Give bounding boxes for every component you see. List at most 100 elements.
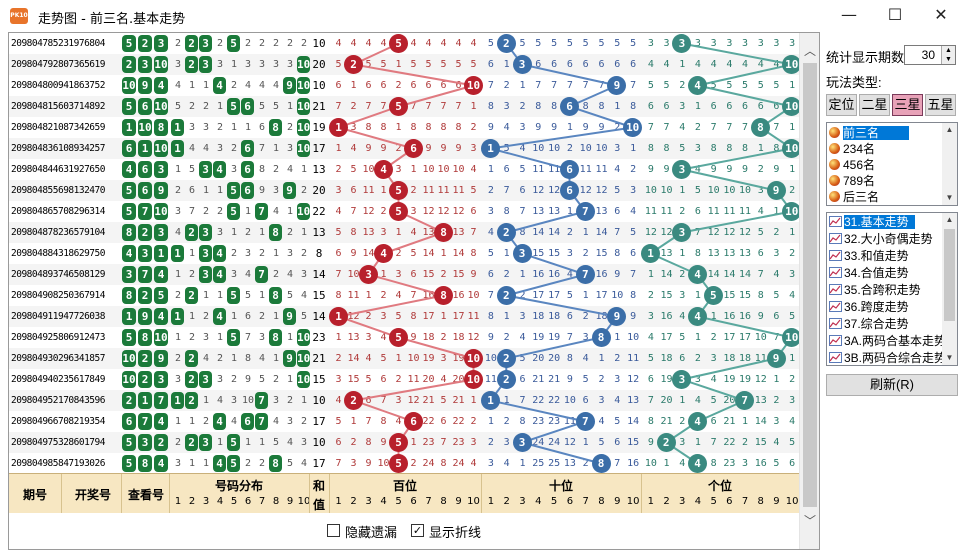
dist-miss: 1 <box>286 374 294 385</box>
position-item[interactable]: 234名 <box>829 141 941 158</box>
table-row[interactable]: 209804930296341857 10 2 9 2 2 4 2 1 8 4 1 9 10 21 2 14 4 5… <box>9 348 799 369</box>
hundreds-miss: 3 <box>395 395 402 406</box>
units-miss: 4 <box>647 59 654 70</box>
table-row[interactable]: 209804785231976804 5 2 3 2 2 3 2 5 2 2 2 2 2 10 4 4 4 4 5 4 4… <box>9 33 799 54</box>
units-miss: 3 <box>757 38 764 49</box>
hundreds-miss: 14 <box>347 353 360 364</box>
hundreds-miss: 8 <box>470 248 477 259</box>
minimize-button[interactable]: — <box>841 5 857 24</box>
hundreds-miss: 2 <box>395 248 402 259</box>
chart-type-item[interactable]: 36.跨度走势 <box>829 299 944 316</box>
hundreds-miss: 19 <box>422 353 435 364</box>
dist-hit: 10 <box>297 350 311 367</box>
hundreds-miss: 7 <box>425 101 432 112</box>
vertical-scrollbar[interactable]: ︿ ﹀ <box>799 33 819 549</box>
chart-type-list[interactable]: 31.基本走势 32.大小奇偶走势 33.和值走势 34.合值走势 35.合跨积走势 36… <box>826 212 958 366</box>
mode-button-1[interactable]: 二星 <box>859 94 890 116</box>
dist-miss: 1 <box>188 80 196 91</box>
scroll-up-icon[interactable]: ︿ <box>803 44 816 58</box>
chart-type-item[interactable]: 34.合值走势 <box>829 265 944 282</box>
mode-button-2[interactable]: 三星 <box>892 94 923 116</box>
chart-list-scrollbar[interactable]: ▲ ▼ <box>942 213 957 365</box>
tens-miss: 7 <box>487 290 494 301</box>
position-item[interactable]: 456名 <box>829 157 941 174</box>
position-item[interactable]: 前三名 <box>829 125 941 142</box>
scroll-down-icon[interactable]: ﹀ <box>803 514 816 528</box>
table-row[interactable]: 209804911947726038 1 9 4 1 1 2 4 1 6 2 1 9 5 14 1 12 2 3 5 8… <box>9 306 799 327</box>
spin-up-icon[interactable]: ▲ <box>941 46 955 55</box>
table-row[interactable]: 209804800941863752 10 9 4 4 1 1 4 2 4 4 4 9 10 10 6 1 6 6 2… <box>9 75 799 96</box>
table-row[interactable]: 209804952170843596 2 1 7 1 2 1 4 3 10 7 3 2 1 10 4 2 6 7 3 1… <box>9 390 799 411</box>
header-col-number: 8 <box>598 496 605 507</box>
dist-hit: 9 <box>283 77 296 94</box>
show-line-label: 显示折线 <box>429 526 482 541</box>
chart-type-item[interactable]: 37.综合走势 <box>829 316 944 333</box>
hide-missing-checkbox[interactable] <box>327 524 340 537</box>
close-button[interactable]: ✕ <box>934 5 948 24</box>
table-row[interactable]: 209804966708219354 6 7 4 1 1 2 4 4 6 7 4 3 2 17 5 1 7 8 4 6 2… <box>9 411 799 432</box>
table-row[interactable]: 209804884318629750 4 3 1 1 1 3 4 2 3 2 1 3 2 8 6 9 14 4 2 5 1… <box>9 243 799 264</box>
table-row[interactable]: 209804940235617849 10 2 3 3 2 3 3 2 9 5 2 1 10 15 3 15 5 6… <box>9 369 799 390</box>
chart-type-item[interactable]: 3A.两码合基本走势 <box>829 333 944 350</box>
chart-type-item[interactable]: 3B.两码合综合走势 <box>829 350 944 367</box>
table-row[interactable]: 209804908250367914 8 2 5 2 2 1 1 5 5 1 8 5 4 15 8 11 1 2 4 7… <box>9 285 799 306</box>
view-number: 5 <box>122 455 136 472</box>
table-row[interactable]: 209804792807365619 2 3 10 3 2 3 3 1 3 3 3 3 10 20 5 2 5 5 1… <box>9 54 799 75</box>
header-col-number: 5 <box>550 496 558 507</box>
position-item[interactable]: 789名 <box>829 173 941 190</box>
hundreds-miss: 5 <box>380 59 387 70</box>
scroll-thumb[interactable] <box>803 63 817 507</box>
hundreds-miss: 1 <box>440 311 447 322</box>
units-miss: 10 <box>723 185 736 196</box>
mode-button-0[interactable]: 定位 <box>826 94 857 116</box>
chart-type-item[interactable]: 31.基本走势 <box>829 214 944 231</box>
period-count-value[interactable]: 30 <box>921 48 935 62</box>
trend-grid[interactable]: 209804785231976804 5 2 3 2 2 3 2 5 2 2 2 2 2 10 4 4 4 4 5 4 4… <box>9 33 799 473</box>
sum-value: 19 <box>312 121 326 134</box>
spin-down-icon[interactable]: ▼ <box>941 55 955 64</box>
table-row[interactable]: 209804985847193026 5 8 4 3 1 1 4 5 2 2 8 5 4 17 7 3 9 10 5 2… <box>9 453 799 473</box>
table-row[interactable]: 209804815603714892 5 6 10 5 2 2 1 5 6 5 5 1 10 21 7 2 7 7 5… <box>9 96 799 117</box>
list-down-icon[interactable]: ▼ <box>945 193 954 202</box>
table-row[interactable]: 209804893746508129 3 7 4 1 2 3 4 3 4 7 2 4 3 14 7 10 3 1 3 6… <box>9 264 799 285</box>
view-number: 4 <box>154 413 168 430</box>
chart-type-item[interactable]: 32.大小奇偶走势 <box>829 231 944 248</box>
mode-button-3[interactable]: 五星 <box>925 94 956 116</box>
units-miss: 11 <box>723 206 736 217</box>
refresh-button[interactable]: 刷新(R) <box>826 374 958 396</box>
position-list[interactable]: 前三名 234名 456名 789名 后三名 ▲ ▼ <box>826 122 958 206</box>
dist-miss: 4 <box>230 416 238 427</box>
chart-list-down-icon[interactable]: ▼ <box>945 353 954 362</box>
view-number: 5 <box>122 182 136 199</box>
header-col-number: 10 <box>297 496 311 507</box>
chart-type-item[interactable]: 33.和值走势 <box>829 248 944 265</box>
table-row[interactable]: 209804836108934257 6 1 10 1 4 4 3 2 6 7 1 3 10 17 1 4 9 9 2… <box>9 138 799 159</box>
dist-miss: 1 <box>230 122 238 133</box>
show-line-checkbox[interactable]: ✓ <box>411 524 424 537</box>
chart-type-item[interactable]: 35.合跨积走势 <box>829 282 944 299</box>
chart-list-up-icon[interactable]: ▲ <box>945 215 954 224</box>
header-col-number: 9 <box>455 496 462 507</box>
maximize-button[interactable]: ☐ <box>887 5 903 24</box>
tens-miss: 2 <box>566 143 573 154</box>
ball-icon <box>829 143 840 154</box>
table-row[interactable]: 209804865708296314 5 7 10 3 7 2 2 5 1 7 4 1 10 22 4 7 12 2… <box>9 201 799 222</box>
hundreds-miss: 7 <box>380 101 387 112</box>
units-miss: 7 <box>647 395 654 406</box>
table-row[interactable]: 209804878236579104 8 2 3 4 2 3 3 1 2 1 8 2 1 13 5 8 13 3 1 4… <box>9 222 799 243</box>
period-count-spinner[interactable]: 30 ▲ ▼ <box>904 45 956 65</box>
units-miss: 4 <box>679 458 686 469</box>
dist-miss: 2 <box>216 122 224 133</box>
hundreds-miss: 7 <box>440 101 447 112</box>
table-row[interactable]: 209804975328601794 5 3 2 2 2 3 1 5 1 1 5 4 3 10 6 2 8 9 5 1 2… <box>9 432 799 453</box>
chart-list-thumb[interactable] <box>944 229 955 321</box>
table-row[interactable]: 209804855698132470 5 6 9 2 6 1 1 5 6 9 3 9 2 20 3 6 11 1 5 2… <box>9 180 799 201</box>
position-item[interactable]: 后三名 <box>829 189 941 206</box>
table-row[interactable]: 209804844631927650 4 6 3 1 5 3 4 3 6 8 2 4 1 13 2 5 10 4 3 1… <box>9 159 799 180</box>
units-miss: 5 <box>773 80 780 91</box>
table-row[interactable]: 209804925806912473 5 8 10 1 2 3 1 5 7 3 8 1 10 23 1 13 3 4… <box>9 327 799 348</box>
position-list-scrollbar[interactable]: ▲ ▼ <box>942 123 957 205</box>
list-up-icon[interactable]: ▲ <box>945 125 954 134</box>
sum-value: 10 <box>312 436 326 449</box>
dist-hit: 9 <box>283 350 296 367</box>
